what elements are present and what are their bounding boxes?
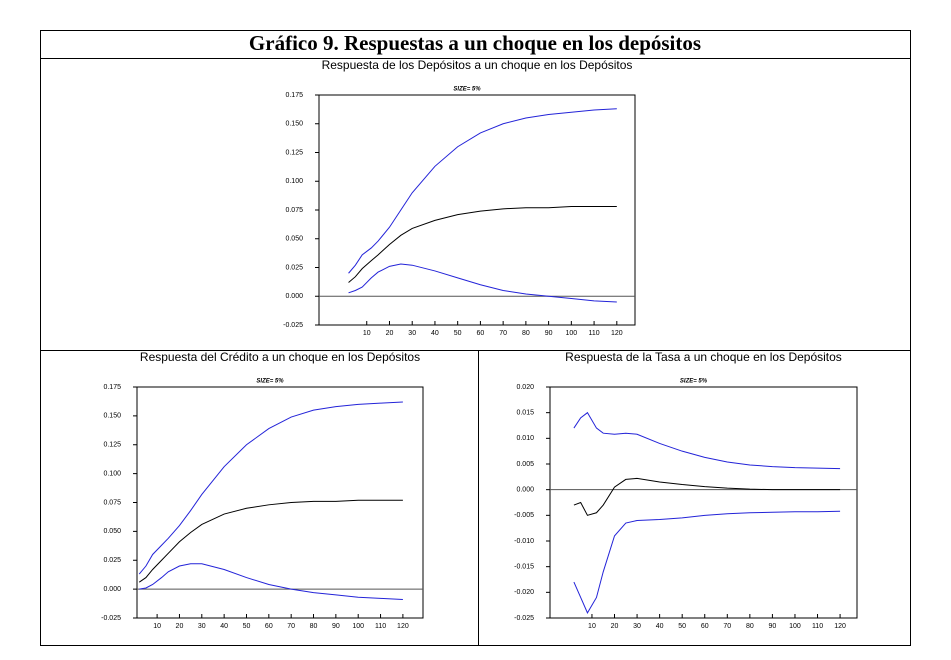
y-tick-label: 0.010	[516, 435, 534, 442]
series-line	[138, 499, 403, 583]
series-line	[139, 563, 403, 601]
x-tick-label: 100	[566, 330, 578, 337]
x-tick-label: 60	[701, 623, 709, 630]
y-tick-label: 0.000	[516, 487, 534, 494]
chart-subtitle: SIZE= 5%	[256, 379, 284, 385]
plot-frame	[136, 386, 424, 619]
chart-subtitle: SIZE= 5%	[453, 87, 481, 93]
x-tick-label: 40	[220, 623, 228, 630]
y-tick-label: -0.025	[514, 615, 534, 622]
x-tick-label: 10	[588, 623, 596, 630]
y-tick-label: 0.025	[103, 557, 121, 564]
series-line	[348, 206, 617, 283]
y-tick-label: 0.175	[285, 92, 303, 99]
x-tick-label: 60	[265, 623, 273, 630]
x-tick-label: 40	[656, 623, 664, 630]
x-tick-label: 100	[352, 623, 364, 630]
chart-title: Respuesta de la Tasa a un choque en los …	[565, 350, 842, 364]
x-tick-label: 120	[834, 623, 846, 630]
chart-subtitle: SIZE= 5%	[680, 379, 708, 385]
y-tick-label: 0.100	[103, 470, 121, 477]
x-tick-label: 80	[310, 623, 318, 630]
x-tick-label: 110	[588, 330, 599, 337]
x-tick-label: 30	[408, 330, 416, 337]
y-tick-label: 0.075	[103, 499, 121, 506]
y-tick-label: 0.025	[285, 264, 303, 271]
x-tick-label: 70	[499, 330, 507, 337]
y-tick-label: 0.075	[285, 207, 303, 214]
x-tick-label: 10	[363, 330, 371, 337]
x-tick-label: 50	[454, 330, 462, 337]
y-tick-label: -0.015	[514, 564, 534, 571]
x-tick-label: 20	[386, 330, 394, 337]
x-tick-label: 50	[678, 623, 686, 630]
x-tick-label: 60	[477, 330, 485, 337]
series-line	[573, 411, 841, 470]
x-tick-label: 110	[812, 623, 823, 630]
x-tick-label: 70	[287, 623, 295, 630]
x-tick-label: 120	[611, 330, 623, 337]
x-tick-label: 20	[176, 623, 184, 630]
x-tick-label: 20	[611, 623, 619, 630]
x-tick-label: 70	[723, 623, 731, 630]
page-title: Gráfico 9. Respuestas a un choque en los…	[249, 31, 701, 55]
x-tick-label: 50	[243, 623, 251, 630]
y-tick-label: 0.015	[516, 410, 534, 417]
series-line	[348, 108, 617, 274]
y-tick-label: -0.025	[283, 322, 303, 329]
chart-title: Respuesta de los Depósitos a un choque e…	[322, 58, 633, 72]
x-tick-label: 80	[522, 330, 530, 337]
plot-frame	[318, 94, 636, 326]
x-tick-label: 90	[545, 330, 553, 337]
y-tick-label: 0.175	[103, 384, 121, 391]
y-tick-label: 0.150	[285, 121, 303, 128]
series-line	[138, 401, 403, 575]
y-tick-label: 0.050	[103, 528, 121, 535]
y-tick-label: -0.010	[514, 538, 534, 545]
plot-frame	[549, 386, 858, 619]
series-line	[348, 263, 617, 303]
x-tick-label: 90	[332, 623, 340, 630]
y-tick-label: 0.050	[285, 236, 303, 243]
y-tick-label: -0.005	[514, 512, 534, 519]
x-tick-label: 120	[397, 623, 409, 630]
y-tick-label: 0.100	[285, 178, 303, 185]
x-tick-label: 110	[375, 623, 386, 630]
y-tick-label: 0.000	[103, 586, 121, 593]
y-tick-label: 0.005	[516, 461, 534, 468]
chart-title: Respuesta del Crédito a un choque en los…	[140, 350, 420, 364]
y-tick-label: 0.000	[285, 293, 303, 300]
x-tick-label: 80	[746, 623, 754, 630]
x-tick-label: 10	[153, 623, 161, 630]
x-tick-label: 40	[431, 330, 439, 337]
x-tick-label: 30	[198, 623, 206, 630]
y-tick-label: -0.020	[514, 589, 534, 596]
y-tick-label: 0.125	[103, 442, 121, 449]
x-tick-label: 30	[633, 623, 641, 630]
series-line	[573, 510, 841, 614]
x-tick-label: 100	[789, 623, 801, 630]
series-line	[573, 477, 841, 516]
y-tick-label: -0.025	[101, 615, 121, 622]
x-tick-label: 90	[769, 623, 777, 630]
y-tick-label: 0.020	[516, 384, 534, 391]
y-tick-label: 0.150	[103, 413, 121, 420]
y-tick-label: 0.125	[285, 149, 303, 156]
outer-frame	[40, 30, 911, 646]
